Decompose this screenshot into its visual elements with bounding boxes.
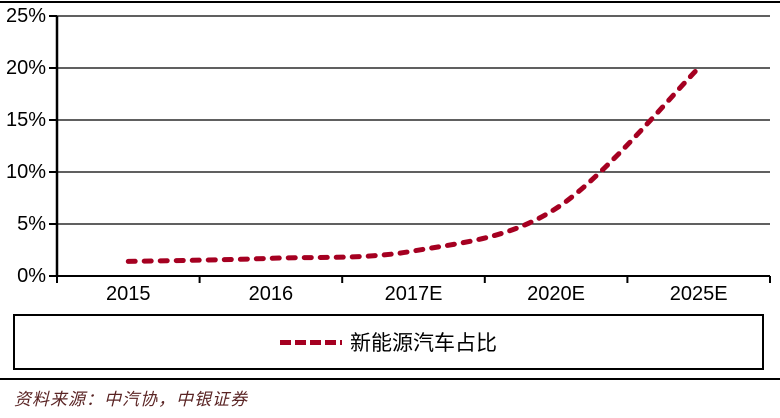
source-note: 资料来源：中汽协，中银证券 xyxy=(14,390,248,409)
legend: 新能源汽车占比 xyxy=(13,314,764,370)
top-rule xyxy=(0,1,780,3)
plot-area xyxy=(49,15,771,283)
legend-label: 新能源汽车占比 xyxy=(350,331,497,355)
series-line-nev-share xyxy=(125,65,702,264)
bottom-rule xyxy=(0,378,780,380)
legend-dash-icon xyxy=(280,339,342,345)
